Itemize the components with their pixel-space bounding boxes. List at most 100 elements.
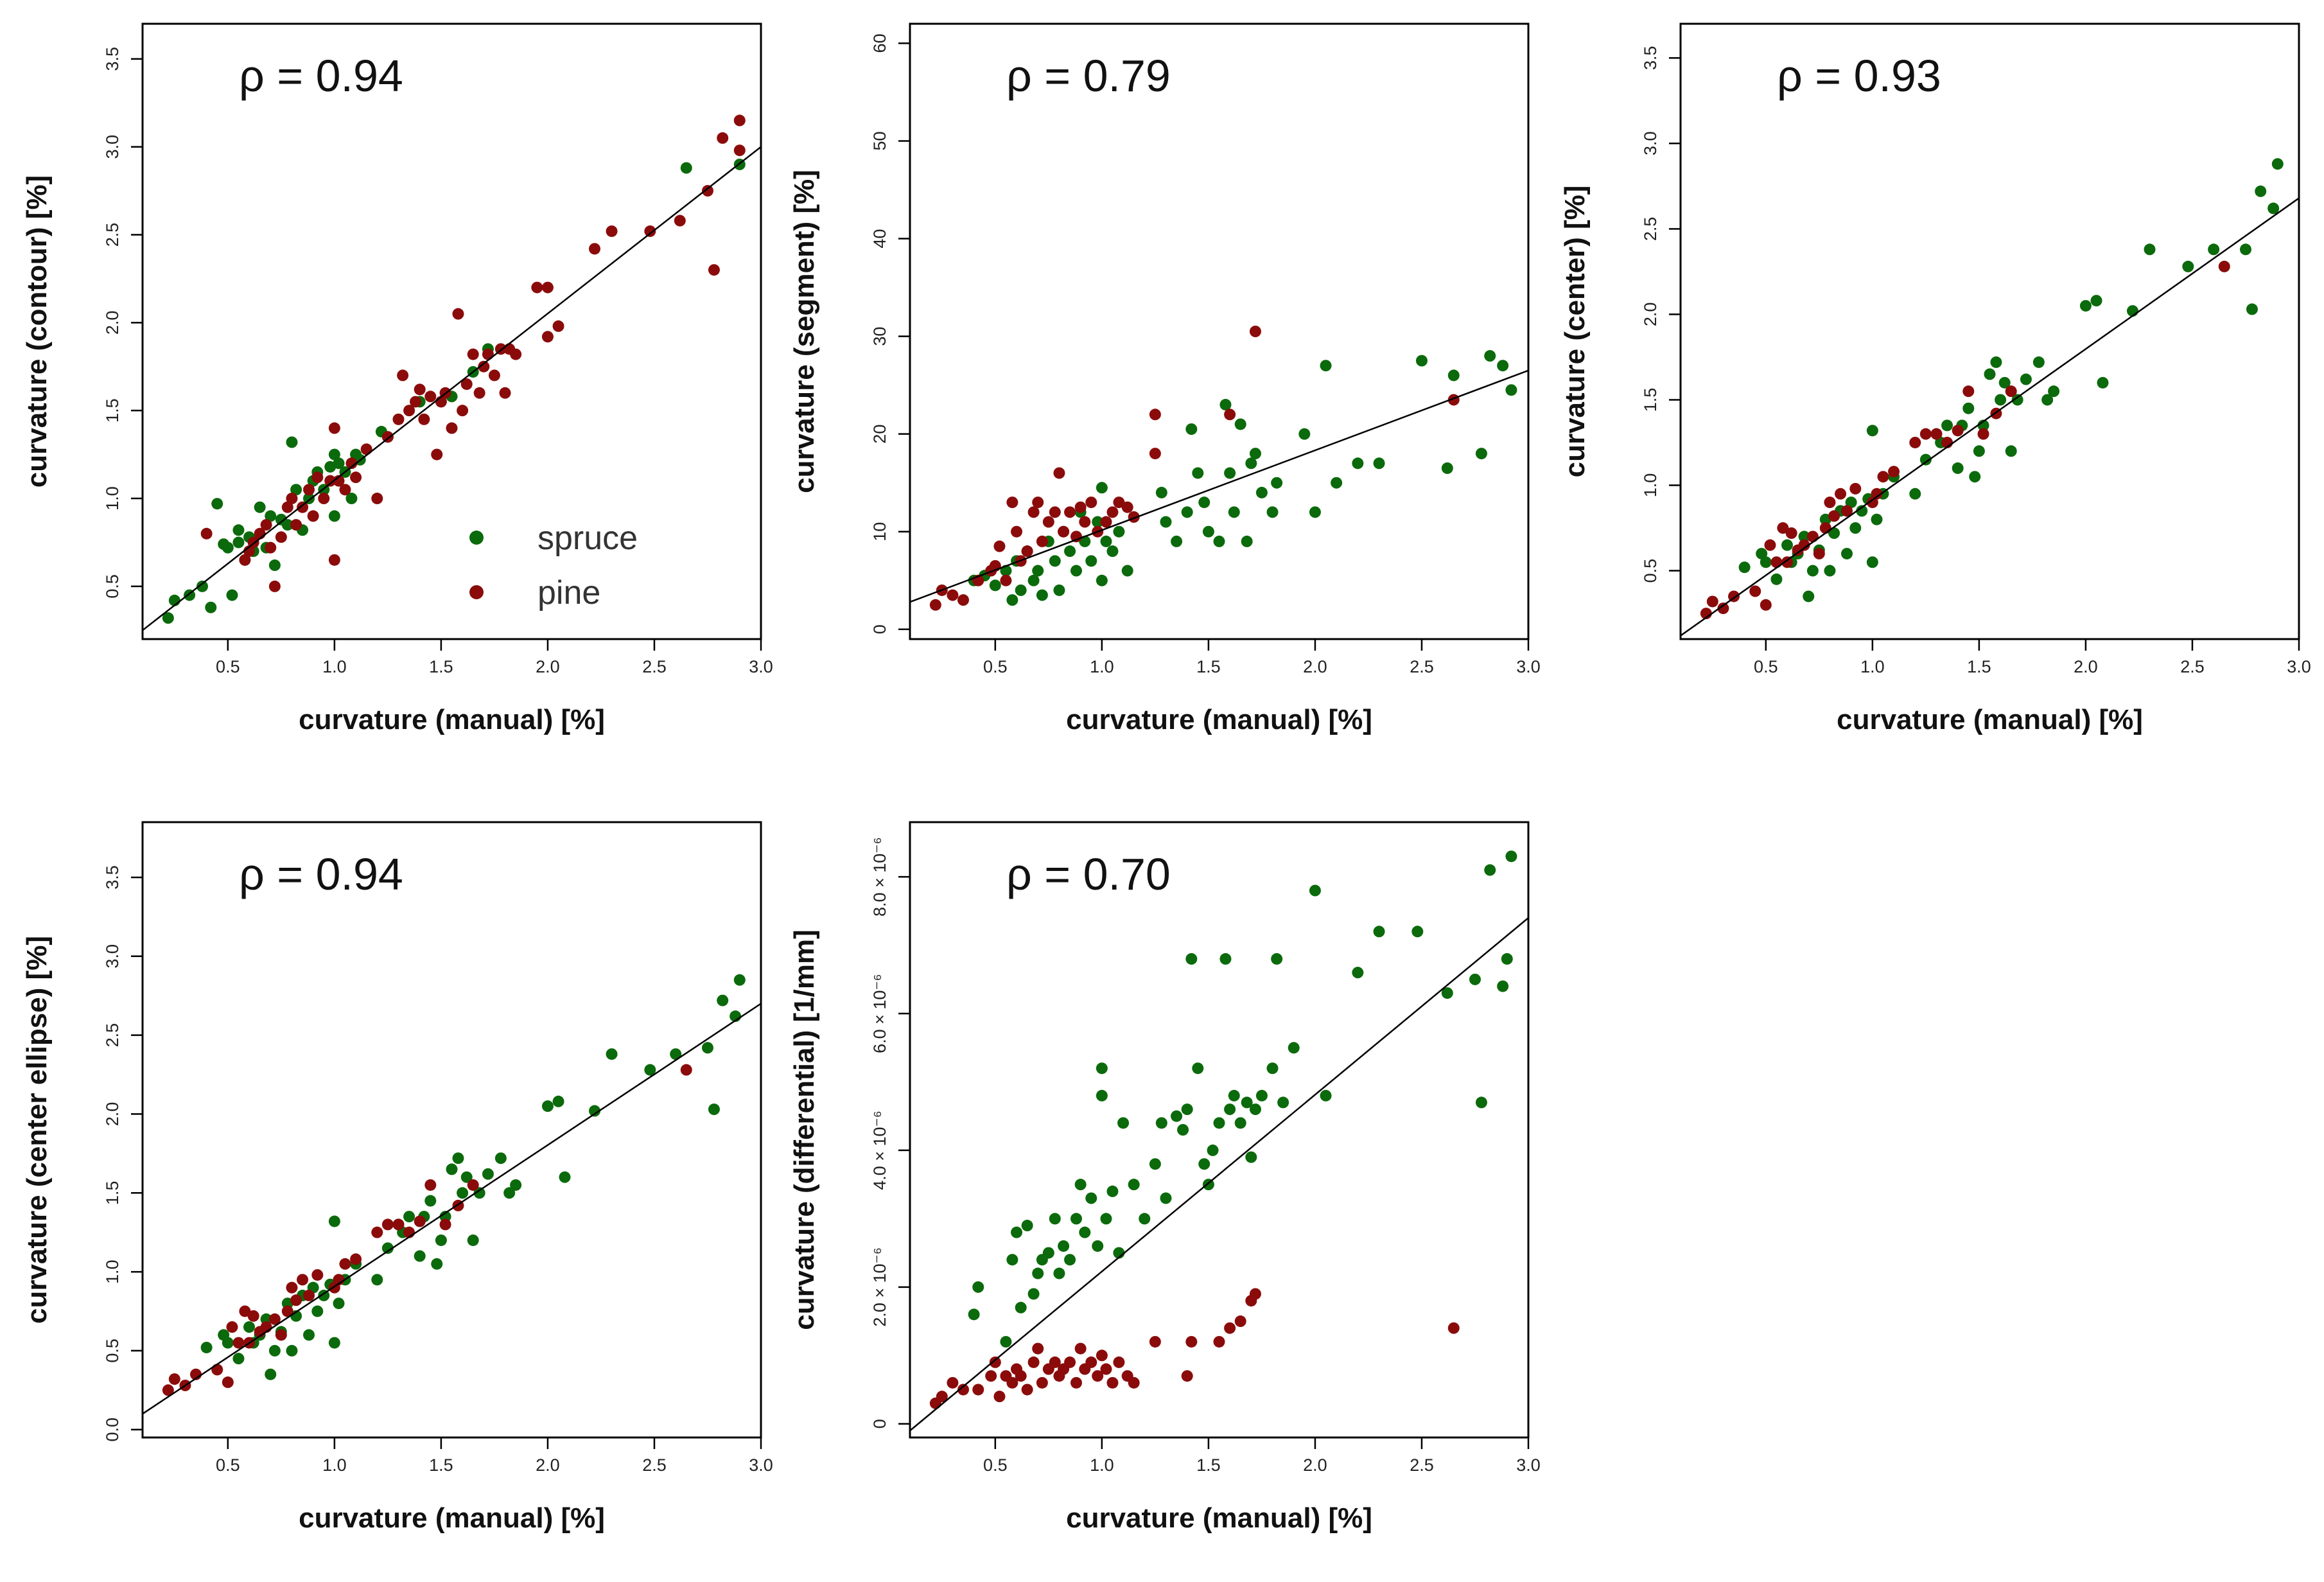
data-point-spruce xyxy=(1106,545,1119,558)
data-point-spruce xyxy=(1096,482,1108,494)
data-point-pine xyxy=(1027,1356,1040,1368)
data-point-pine xyxy=(275,531,287,543)
fit-line xyxy=(142,1003,762,1415)
data-point-spruce xyxy=(381,1242,394,1254)
data-point-spruce xyxy=(1117,1117,1130,1129)
data-point-spruce xyxy=(2041,394,2054,406)
plot-frame xyxy=(141,22,762,640)
data-point-pine xyxy=(239,554,251,566)
chart-panel-5: 0.5 1.0 1.5 2.0 2.5 3.0 0 2.0 × 10⁻⁶ 4.0 × 10⁻⁶ 6… xyxy=(789,821,1541,1534)
data-point-spruce xyxy=(222,541,234,554)
data-point-spruce xyxy=(1058,1240,1070,1252)
data-point-spruce xyxy=(1952,462,1964,474)
data-point-spruce xyxy=(1984,368,1996,380)
correlation-annotation: ρ = 0.70 xyxy=(1006,849,1171,899)
data-point-spruce xyxy=(311,1305,324,1317)
data-point-spruce xyxy=(232,524,245,536)
x-tick-label: 2.0 xyxy=(536,1455,560,1475)
data-point-spruce xyxy=(1202,525,1214,538)
data-point-spruce xyxy=(1121,565,1133,577)
data-point-pine xyxy=(1032,497,1044,509)
data-point-spruce xyxy=(1128,1179,1140,1191)
data-point-pine xyxy=(1717,602,1729,615)
x-axis-title: curvature (manual) [%] xyxy=(299,704,605,735)
data-point-pine xyxy=(328,554,340,566)
x-tick-label: 2.5 xyxy=(1410,657,1434,676)
data-point-spruce xyxy=(2255,185,2267,197)
x-tick-label: 3.0 xyxy=(749,657,773,676)
data-point-spruce xyxy=(1266,1062,1279,1075)
data-point-spruce xyxy=(371,1274,383,1286)
data-point-spruce xyxy=(1475,1096,1487,1109)
data-point-pine xyxy=(1447,1322,1460,1334)
y-tick-label: 2.5 xyxy=(103,223,122,247)
x-tick-label: 2.5 xyxy=(1410,1455,1434,1475)
data-point-spruce xyxy=(1096,1062,1108,1075)
data-point-pine xyxy=(200,527,213,540)
data-point-pine xyxy=(345,457,358,470)
data-point-pine xyxy=(478,360,490,373)
data-point-pine xyxy=(397,369,409,382)
data-point-spruce xyxy=(254,501,266,513)
data-point-pine xyxy=(452,308,464,320)
data-point-spruce xyxy=(205,601,217,613)
data-point-pine xyxy=(424,1179,437,1191)
data-point-spruce xyxy=(1998,376,2011,389)
data-point-pine xyxy=(1058,525,1070,538)
data-point-pine xyxy=(989,1356,1001,1368)
data-point-spruce xyxy=(680,162,692,174)
data-point-spruce xyxy=(1155,486,1167,498)
data-point-spruce xyxy=(510,1179,522,1191)
data-point-spruce xyxy=(1181,1103,1193,1116)
data-point-spruce xyxy=(1309,506,1321,518)
x-tick-label: 0.5 xyxy=(983,657,1008,676)
data-point-pine xyxy=(324,475,336,487)
x-tick-label: 0.5 xyxy=(216,657,240,676)
data-point-spruce xyxy=(1064,545,1076,558)
data-point-spruce xyxy=(2239,243,2251,256)
legend-label-spruce: spruce xyxy=(537,520,638,557)
data-point-spruce xyxy=(1824,565,1836,577)
data-point-pine xyxy=(1092,1370,1104,1382)
data-point-spruce xyxy=(494,1152,507,1165)
data-point-spruce xyxy=(1042,1247,1054,1259)
data-point-pine xyxy=(1053,467,1065,479)
legend-marker-spruce xyxy=(469,531,484,545)
data-point-pine xyxy=(281,501,293,513)
data-point-spruce xyxy=(1106,1185,1119,1197)
data-point-pine xyxy=(431,448,443,461)
data-point-pine xyxy=(947,589,959,601)
data-point-spruce xyxy=(2246,303,2258,315)
data-point-pine xyxy=(1096,1349,1108,1362)
data-point-pine xyxy=(1100,1363,1112,1375)
data-point-spruce xyxy=(1866,556,1878,568)
data-point-spruce xyxy=(1160,1192,1172,1204)
data-point-spruce xyxy=(1241,1096,1253,1109)
data-point-spruce xyxy=(1198,1158,1210,1170)
data-point-pine xyxy=(247,1310,259,1322)
data-point-spruce xyxy=(968,1308,980,1321)
plot-frame xyxy=(909,821,1530,1439)
plot-frame xyxy=(141,821,762,1439)
x-tick-label: 1.5 xyxy=(1196,1455,1221,1475)
data-point-pine xyxy=(1909,436,1921,448)
x-tick-label: 0.5 xyxy=(983,1455,1008,1475)
y-tick-label: 20 xyxy=(870,425,889,444)
y-tick-label: 2.0 xyxy=(103,1102,122,1127)
y-tick-label: 3.0 xyxy=(1641,132,1660,156)
data-point-spruce xyxy=(1331,477,1343,489)
data-point-spruce xyxy=(1228,1089,1240,1102)
data-point-pine xyxy=(1849,482,1862,495)
data-point-pine xyxy=(680,1064,692,1076)
data-point-pine xyxy=(1106,506,1119,518)
data-point-spruce xyxy=(1770,573,1783,585)
correlation-annotation: ρ = 0.79 xyxy=(1006,51,1171,101)
data-point-spruce xyxy=(1309,884,1321,897)
y-tick-label: 1.0 xyxy=(103,1260,122,1284)
data-point-spruce xyxy=(1352,457,1364,470)
data-point-pine xyxy=(499,387,511,399)
data-point-spruce xyxy=(2208,243,2220,256)
data-point-pine xyxy=(410,396,422,408)
data-point-spruce xyxy=(265,510,277,522)
data-point-spruce xyxy=(1871,513,1883,525)
